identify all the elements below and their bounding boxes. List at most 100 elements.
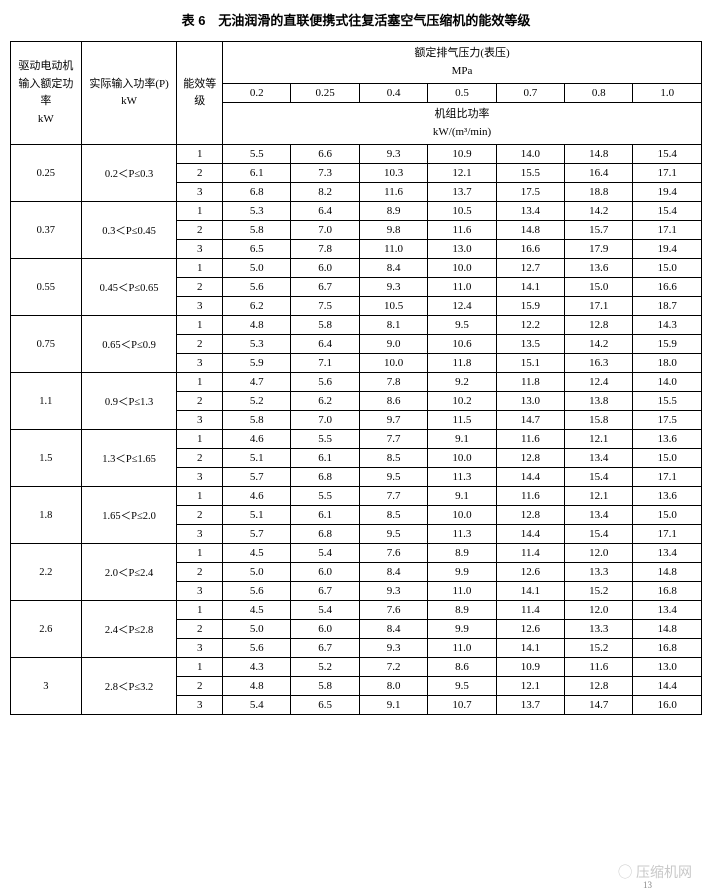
wechat-icon: ◯ [618,864,636,880]
cell-value: 14.4 [633,677,702,696]
hdr-p-4: 0.7 [496,84,564,103]
cell-value: 13.4 [565,506,633,525]
cell-value: 4.5 [223,601,291,620]
cell-value: 15.0 [633,259,702,278]
table-row: 0.550.45＜P≤0.6515.06.08.410.012.713.615.… [11,259,702,278]
hdr-p-3: 0.5 [428,84,496,103]
hdr-p-2: 0.4 [359,84,427,103]
cell-value: 7.8 [291,240,359,259]
cell-value: 6.8 [291,468,359,487]
cell-value: 5.3 [223,335,291,354]
table-body: 0.250.2＜P≤0.315.56.69.310.914.014.815.42… [11,145,702,715]
cell-value: 7.7 [359,430,427,449]
cell-value: 18.0 [633,354,702,373]
cell-value: 14.8 [633,620,702,639]
cell-value: 8.5 [359,449,427,468]
hdr-power-ratio: 机组比功率kW/(m³/min) [223,103,702,145]
cell-range: 2.0＜P≤2.4 [81,544,177,601]
cell-value: 14.1 [496,278,564,297]
table-row: 0.250.2＜P≤0.315.56.69.310.914.014.815.4 [11,145,702,164]
cell-value: 4.3 [223,658,291,677]
cell-value: 5.7 [223,468,291,487]
cell-value: 6.0 [291,259,359,278]
cell-grade: 2 [177,164,223,183]
cell-value: 6.0 [291,563,359,582]
cell-value: 8.0 [359,677,427,696]
cell-value: 10.6 [428,335,496,354]
cell-grade: 1 [177,601,223,620]
cell-value: 14.1 [496,639,564,658]
cell-grade: 2 [177,335,223,354]
cell-value: 13.6 [633,430,702,449]
cell-value: 15.2 [565,639,633,658]
cell-value: 15.0 [565,278,633,297]
cell-grade: 3 [177,696,223,715]
cell-value: 5.2 [223,392,291,411]
cell-grade: 2 [177,506,223,525]
cell-value: 6.4 [291,202,359,221]
cell-value: 14.7 [565,696,633,715]
cell-value: 12.6 [496,620,564,639]
cell-value: 5.4 [223,696,291,715]
cell-value: 13.4 [565,449,633,468]
cell-value: 14.4 [496,525,564,544]
cell-value: 15.1 [496,354,564,373]
hdr-p-0: 0.2 [223,84,291,103]
table-row: 1.10.9＜P≤1.314.75.67.89.211.812.414.0 [11,373,702,392]
table-row: 1.81.65＜P≤2.014.65.57.79.111.612.113.6 [11,487,702,506]
cell-value: 9.1 [428,430,496,449]
table-row: 0.750.65＜P≤0.914.85.88.19.512.212.814.3 [11,316,702,335]
cell-value: 14.8 [565,145,633,164]
cell-value: 11.6 [496,430,564,449]
cell-value: 12.0 [565,544,633,563]
cell-value: 4.8 [223,316,291,335]
cell-value: 15.0 [633,449,702,468]
cell-value: 15.0 [633,506,702,525]
cell-value: 13.6 [633,487,702,506]
cell-kw: 1.1 [11,373,82,430]
cell-value: 9.3 [359,278,427,297]
cell-value: 11.0 [359,240,427,259]
cell-value: 11.6 [496,487,564,506]
cell-value: 6.7 [291,278,359,297]
cell-grade: 1 [177,373,223,392]
cell-grade: 1 [177,487,223,506]
cell-grade: 2 [177,449,223,468]
cell-value: 8.9 [359,202,427,221]
cell-range: 1.3＜P≤1.65 [81,430,177,487]
cell-grade: 3 [177,411,223,430]
cell-value: 11.0 [428,639,496,658]
cell-value: 16.3 [565,354,633,373]
cell-value: 4.8 [223,677,291,696]
cell-value: 9.9 [428,620,496,639]
cell-value: 13.4 [496,202,564,221]
cell-value: 12.4 [428,297,496,316]
cell-value: 5.1 [223,449,291,468]
cell-value: 9.3 [359,145,427,164]
cell-value: 12.8 [565,316,633,335]
cell-grade: 1 [177,316,223,335]
cell-value: 5.9 [223,354,291,373]
hdr-p-1: 0.25 [291,84,359,103]
cell-value: 13.7 [428,183,496,202]
cell-value: 8.6 [428,658,496,677]
cell-value: 9.8 [359,221,427,240]
cell-value: 7.5 [291,297,359,316]
hdr-input-power: 实际输入功率(P)kW [81,42,177,145]
cell-value: 12.8 [496,506,564,525]
cell-value: 10.0 [428,506,496,525]
cell-value: 5.0 [223,563,291,582]
cell-grade: 3 [177,525,223,544]
cell-range: 0.2＜P≤0.3 [81,145,177,202]
cell-value: 5.6 [291,373,359,392]
cell-grade: 2 [177,221,223,240]
cell-value: 12.1 [565,430,633,449]
cell-value: 5.0 [223,620,291,639]
cell-grade: 3 [177,639,223,658]
cell-value: 6.5 [223,240,291,259]
cell-value: 9.3 [359,582,427,601]
cell-value: 16.6 [496,240,564,259]
cell-value: 5.0 [223,259,291,278]
cell-value: 12.1 [565,487,633,506]
hdr-grade: 能效等级 [177,42,223,145]
